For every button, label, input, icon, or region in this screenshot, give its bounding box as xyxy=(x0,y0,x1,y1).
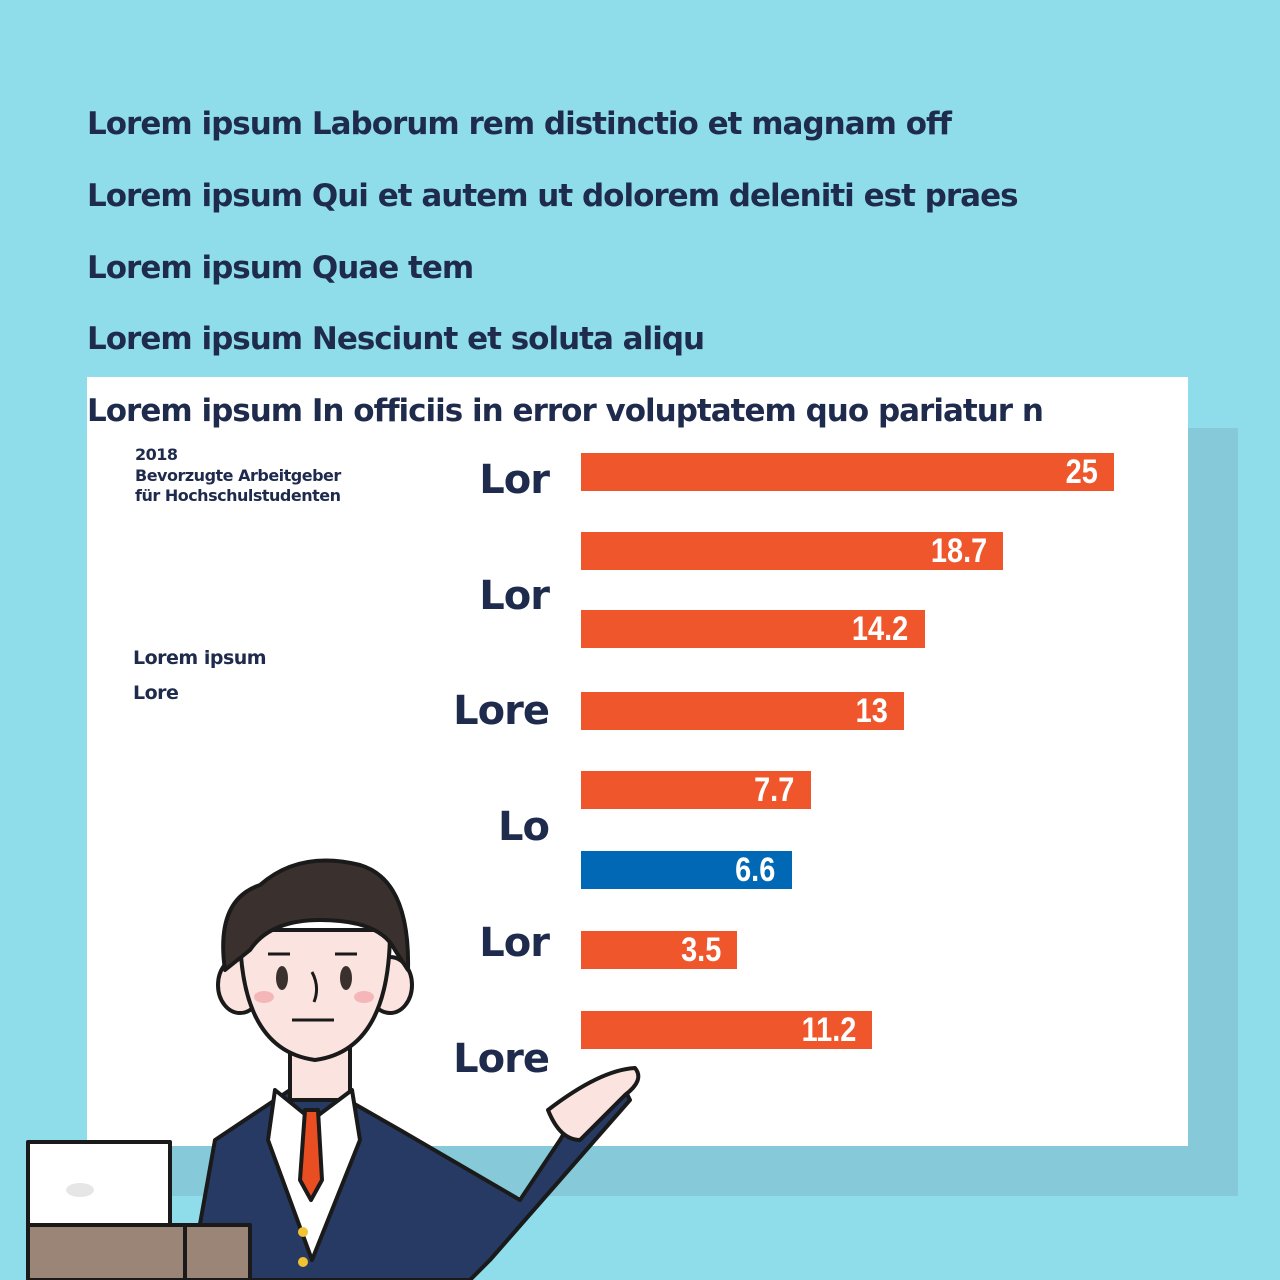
bar: 14.2 xyxy=(581,610,925,648)
side-label-2: Lore xyxy=(133,682,179,704)
category-label: Lor xyxy=(479,920,550,966)
bar: 7.7 xyxy=(581,771,811,809)
bar-value-label: 11.2 xyxy=(801,1011,856,1049)
subtitle-line-2: für Hochschulstudenten xyxy=(135,486,341,505)
bar: 3.5 xyxy=(581,931,738,969)
bar-value-label: 13 xyxy=(855,692,888,730)
bar: 6.6 xyxy=(581,851,792,889)
subtitle-line-1: Bevorzugte Arbeitgeber xyxy=(135,466,341,485)
bar: 18.7 xyxy=(581,532,1004,570)
category-label: Lo xyxy=(498,804,550,850)
bar-value-label: 6.6 xyxy=(735,851,776,889)
heading-2: Lorem ipsum Qui et autem ut dolorem dele… xyxy=(87,178,1019,214)
side-label-1: Lorem ipsum xyxy=(133,647,267,669)
category-label: Lore xyxy=(453,1036,550,1082)
category-label: Lore xyxy=(453,688,550,734)
presenter-illustration xyxy=(26,858,641,1280)
bar-value-label: 18.7 xyxy=(930,532,988,570)
bar-value-label: 3.5 xyxy=(681,931,722,969)
category-label: Lor xyxy=(479,457,550,503)
heading-3: Lorem ipsum Quae tem xyxy=(87,250,474,286)
bar: 25 xyxy=(581,453,1114,491)
chart-title: Lorem ipsum In officiis in error volupta… xyxy=(87,393,1044,429)
bar-value-label: 14.2 xyxy=(852,610,909,648)
heading-4: Lorem ipsum Nesciunt et soluta aliqu xyxy=(87,321,705,357)
bar: 13 xyxy=(581,692,904,730)
year-label: 2018 xyxy=(135,445,178,464)
bar-value-label: 25 xyxy=(1065,453,1098,491)
bar: 11.2 xyxy=(581,1011,872,1049)
bar-value-label: 7.7 xyxy=(754,771,795,809)
category-label: Lor xyxy=(479,573,550,619)
heading-1: Lorem ipsum Laborum rem distinctio et ma… xyxy=(87,106,952,142)
